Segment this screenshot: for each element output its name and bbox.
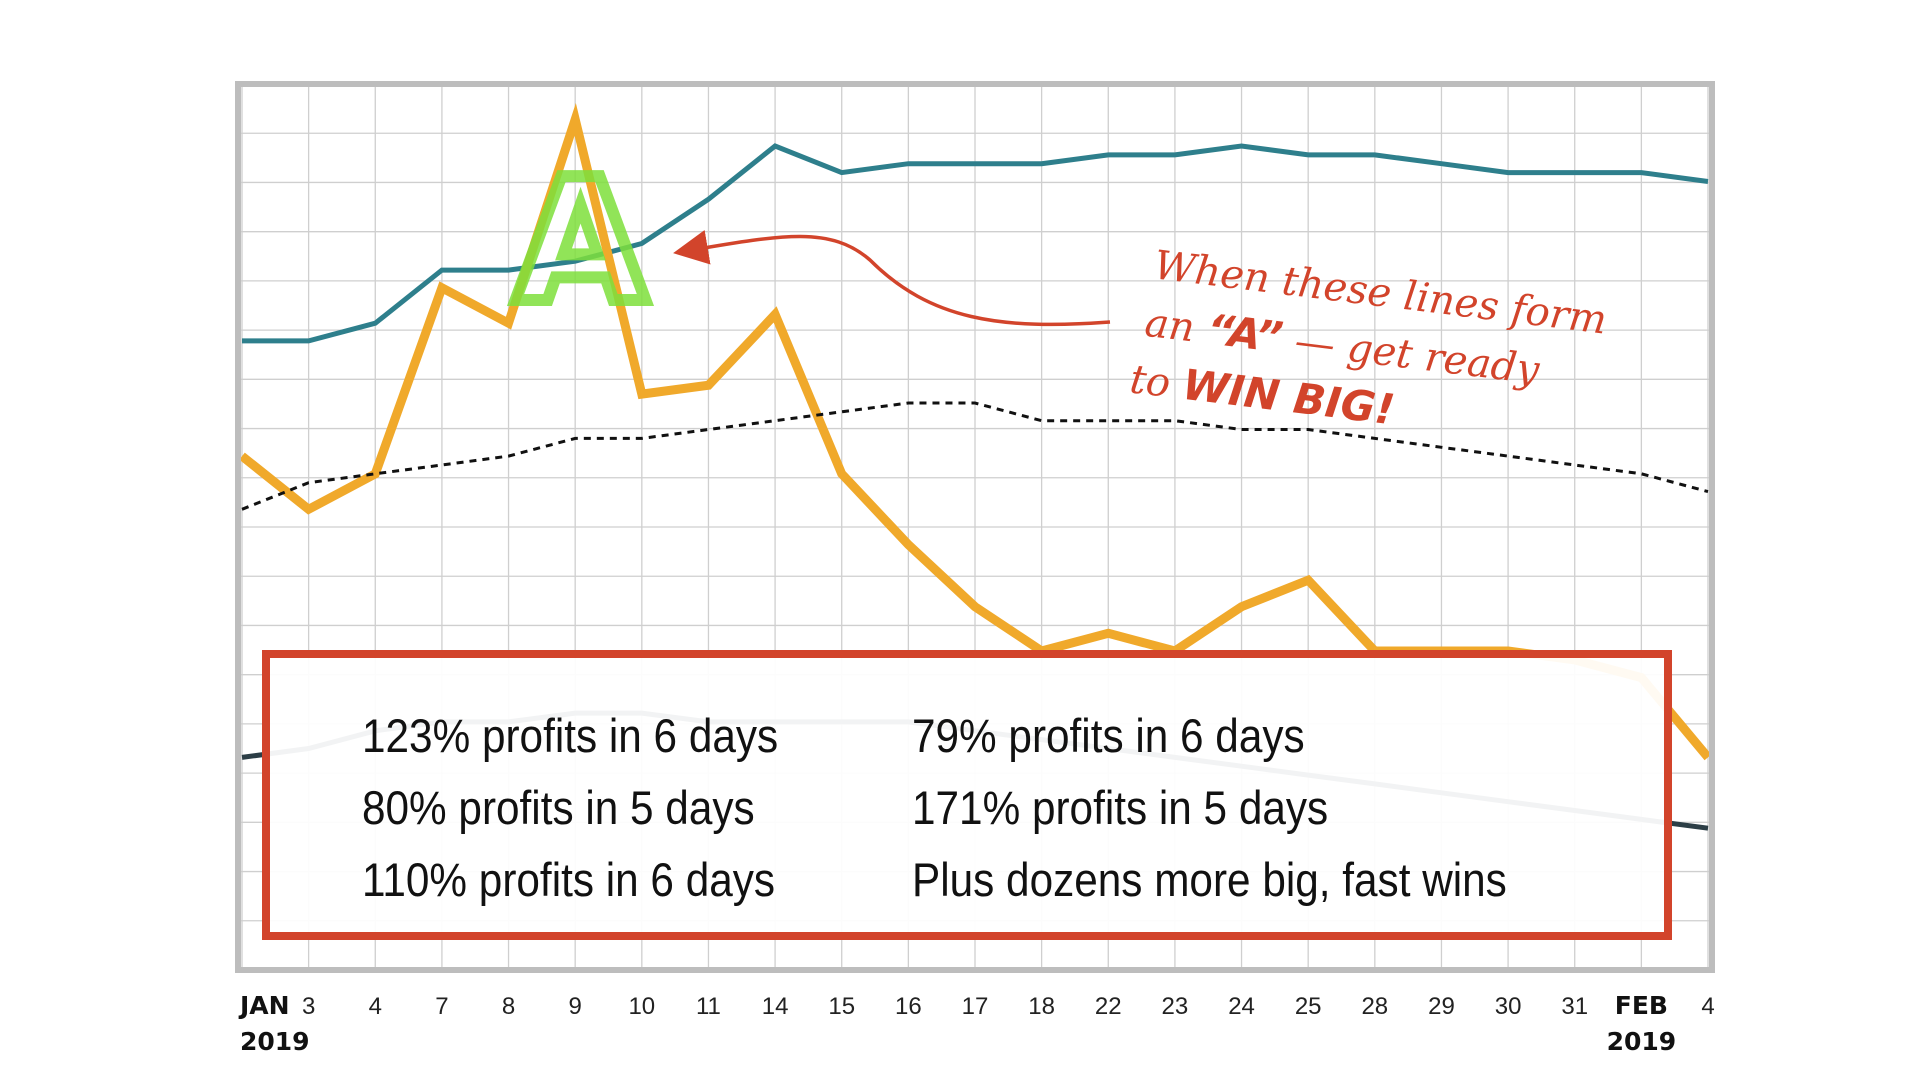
- results-box: 123% profits in 6 days 80% profits in 5 …: [262, 650, 1672, 940]
- x-tick-label: 4: [1701, 993, 1714, 1020]
- result-line: 110% profits in 6 days: [362, 853, 776, 906]
- x-tick-label: 17: [962, 993, 989, 1020]
- results-column-right: 79% profits in 6 days 171% profits in 5 …: [912, 700, 1573, 916]
- result-line: 79% profits in 6 days: [912, 709, 1305, 762]
- chart-border: [235, 81, 1715, 973]
- x-tick-label: 31: [1561, 993, 1588, 1020]
- x-tick-label: 18: [1028, 993, 1055, 1020]
- result-line: Plus dozens more big, fast wins: [912, 853, 1507, 906]
- x-tick-label: FEB: [1615, 991, 1668, 1020]
- x-tick-label: 11: [696, 993, 721, 1020]
- result-line: 171% profits in 5 days: [912, 781, 1329, 834]
- x-tick-label: 16: [895, 993, 922, 1020]
- x-tick-label: 23: [1162, 993, 1189, 1020]
- x-tick-label-year: 2019: [1607, 1027, 1677, 1056]
- highlight-a: A: [509, 137, 653, 347]
- highlight-letter-a: A: [515, 143, 647, 341]
- x-tick-label: JAN: [238, 991, 290, 1020]
- x-tick-label: 25: [1295, 993, 1322, 1020]
- results-column-left: 123% profits in 6 days 80% profits in 5 …: [362, 700, 824, 916]
- annotation-text: to: [1127, 356, 1185, 408]
- x-tick-label: 22: [1095, 993, 1122, 1020]
- x-tick-label: 8: [502, 993, 515, 1020]
- annotation-arrow: [673, 230, 1111, 327]
- result-line: 80% profits in 5 days: [362, 781, 755, 834]
- result-line: 123% profits in 6 days: [362, 709, 779, 762]
- annotation-text: an: [1142, 300, 1209, 353]
- annotation-arrow-path: [673, 230, 1111, 327]
- x-tick-label: 10: [628, 993, 655, 1020]
- x-tick-label: 29: [1428, 993, 1455, 1020]
- x-tick-label: 14: [762, 993, 789, 1020]
- chart-frame: [235, 81, 1715, 973]
- annotation-strong: “A”: [1204, 304, 1285, 362]
- x-tick-label: 30: [1495, 993, 1522, 1020]
- x-tick-label: 15: [828, 993, 855, 1020]
- x-tick-label-year: 2019: [240, 1027, 310, 1056]
- x-tick-label: 9: [569, 993, 582, 1020]
- x-tick-label: 24: [1228, 993, 1255, 1020]
- x-tick-label: 7: [435, 993, 448, 1020]
- x-tick-label: 4: [369, 993, 382, 1020]
- x-tick-label: 3: [302, 993, 315, 1020]
- x-axis-labels: JAN 2019 3 4 7 8 9 10 11 14 15 16 17 18 22 23 24 25 28 29 30…: [238, 991, 1715, 1056]
- x-tick-label: 28: [1361, 993, 1388, 1020]
